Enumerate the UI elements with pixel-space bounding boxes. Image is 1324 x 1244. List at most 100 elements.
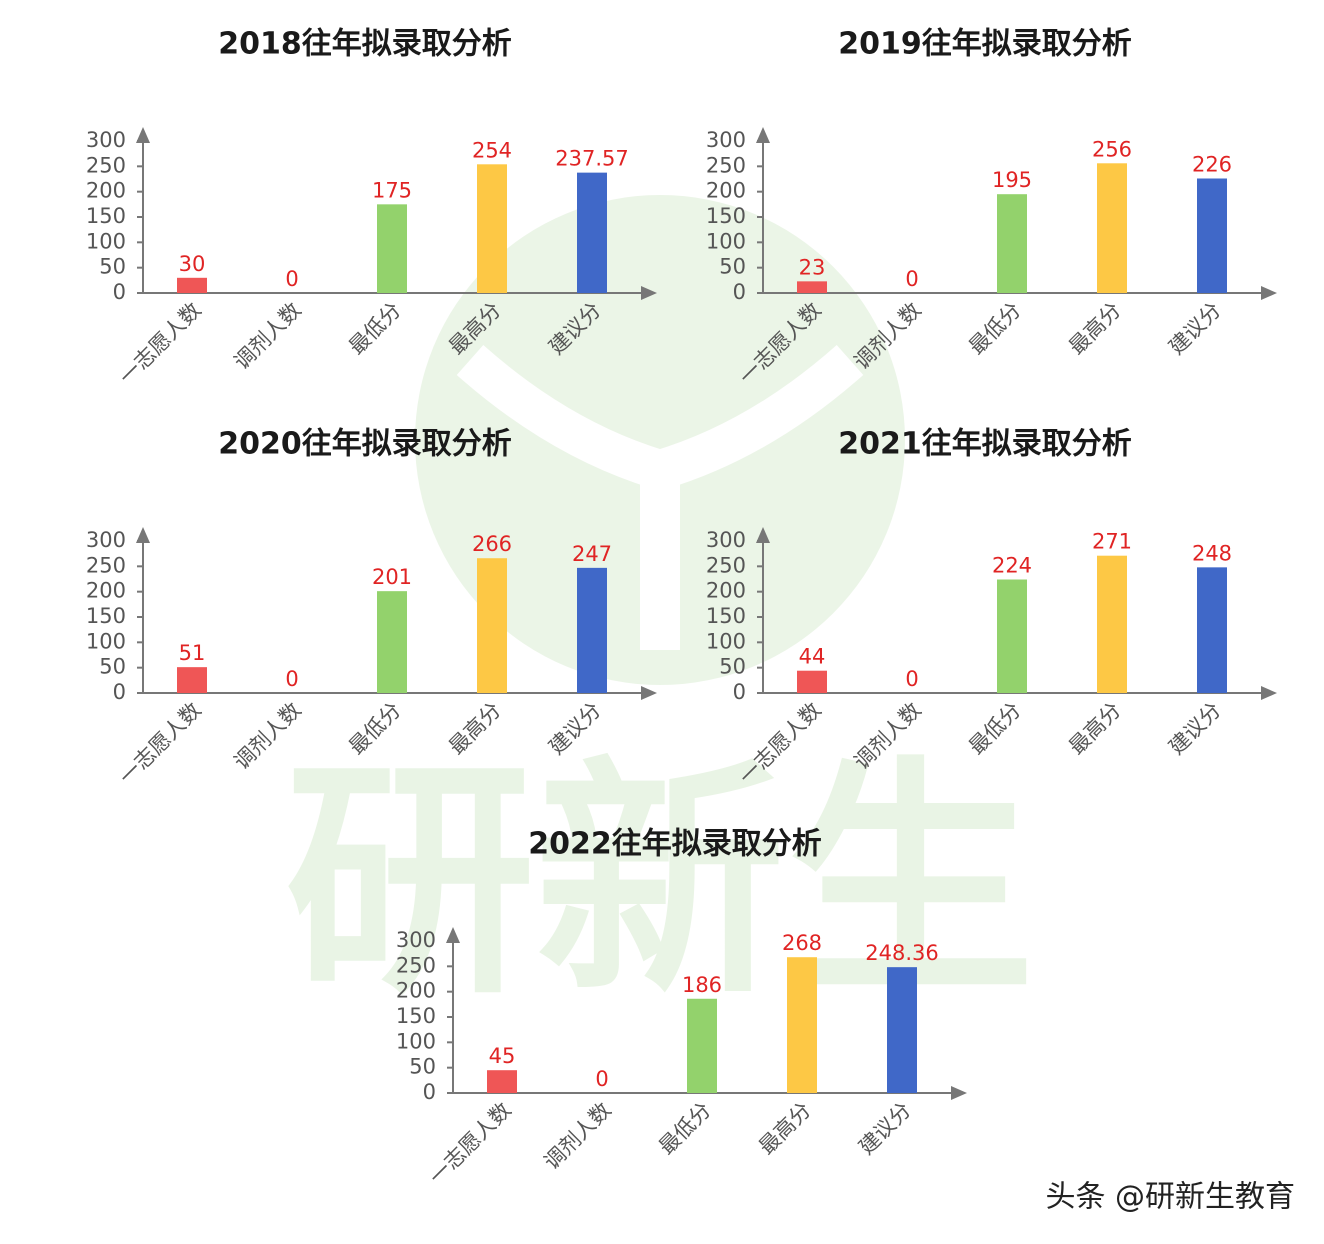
value-label: 44 <box>799 645 826 669</box>
value-label: 0 <box>595 1067 608 1091</box>
bar <box>1197 178 1227 293</box>
value-label: 0 <box>285 267 298 291</box>
y-tick-label: 300 <box>396 928 436 952</box>
bar <box>887 967 917 1093</box>
y-tick-label: 0 <box>113 280 126 304</box>
y-tick-label: 50 <box>719 655 746 679</box>
x-tick-label: 一志愿人数 <box>425 1098 516 1189</box>
chart-title: 2022往年拟录取分析 <box>528 827 822 862</box>
bar <box>1097 555 1127 693</box>
chart-title: 2020往年拟录取分析 <box>218 427 512 462</box>
y-tick-label: 150 <box>86 604 126 628</box>
value-label: 271 <box>1092 530 1132 554</box>
y-tick-label: 300 <box>706 528 746 552</box>
y-tick-label: 100 <box>86 229 126 253</box>
bar <box>177 667 207 693</box>
y-tick-label: 0 <box>423 1080 436 1104</box>
y-tick-label: 150 <box>706 204 746 228</box>
y-tick-label: 0 <box>113 680 126 704</box>
y-tick-label: 250 <box>86 153 126 177</box>
y-tick-label: 200 <box>706 179 746 203</box>
y-tick-label: 0 <box>733 680 746 704</box>
bar <box>577 172 607 293</box>
y-tick-label: 300 <box>706 128 746 152</box>
y-tick-label: 50 <box>99 655 126 679</box>
y-tick-label: 250 <box>396 953 436 977</box>
y-tick-label: 50 <box>719 255 746 279</box>
value-label: 186 <box>682 973 722 997</box>
y-tick-label: 0 <box>733 280 746 304</box>
value-label: 51 <box>179 641 206 665</box>
x-tick-label: 最高分 <box>754 1098 816 1160</box>
value-label: 195 <box>992 168 1032 192</box>
bar <box>1097 163 1127 293</box>
y-tick-label: 200 <box>706 579 746 603</box>
value-label: 0 <box>905 267 918 291</box>
value-label: 175 <box>372 178 412 202</box>
value-label: 226 <box>1192 152 1232 176</box>
value-label: 0 <box>285 667 298 691</box>
x-tick-label: 建议分 <box>1164 298 1226 360</box>
value-label: 248.36 <box>865 941 938 965</box>
value-label: 30 <box>179 252 206 276</box>
bar <box>577 567 607 693</box>
bar <box>177 277 207 293</box>
chart-title: 2018往年拟录取分析 <box>218 27 512 62</box>
y-tick-label: 100 <box>396 1029 436 1053</box>
value-label: 248 <box>1192 541 1232 565</box>
value-label: 224 <box>992 554 1032 578</box>
x-tick-label: 一志愿人数 <box>115 698 206 789</box>
footer: 头条 @研新生教育 <box>1045 1180 1295 1215</box>
y-tick-label: 150 <box>396 1004 436 1028</box>
x-tick-label: 建议分 <box>1164 698 1226 760</box>
value-label: 201 <box>372 565 412 589</box>
value-label: 247 <box>572 542 612 566</box>
y-tick-label: 100 <box>706 629 746 653</box>
x-tick-label: 调剂人数 <box>539 1098 615 1174</box>
y-tick-label: 250 <box>86 553 126 577</box>
x-tick-label: 最低分 <box>964 298 1026 360</box>
y-tick-label: 100 <box>706 229 746 253</box>
bar <box>787 957 817 1093</box>
y-tick-label: 300 <box>86 128 126 152</box>
bar <box>487 1070 517 1093</box>
x-tick-label: 建议分 <box>854 1098 916 1160</box>
chart-title: 2021往年拟录取分析 <box>838 427 1132 462</box>
chart-title: 2019往年拟录取分析 <box>838 27 1132 62</box>
watermark-logo <box>415 195 905 685</box>
y-tick-label: 250 <box>706 553 746 577</box>
y-tick-label: 300 <box>86 528 126 552</box>
bar <box>1197 567 1227 693</box>
value-label: 268 <box>782 931 822 955</box>
y-tick-label: 50 <box>409 1055 436 1079</box>
y-tick-label: 200 <box>86 579 126 603</box>
x-tick-label: 调剂人数 <box>229 298 305 374</box>
x-tick-label: 最高分 <box>1064 298 1126 360</box>
y-tick-label: 150 <box>706 604 746 628</box>
bar <box>797 670 827 693</box>
chart: 2018往年拟录取分析05010015020025030030一志愿人数0调剂人… <box>86 27 657 389</box>
value-label: 45 <box>489 1044 516 1068</box>
bar <box>377 591 407 693</box>
value-label: 256 <box>1092 137 1132 161</box>
y-tick-label: 200 <box>396 979 436 1003</box>
y-tick-label: 100 <box>86 629 126 653</box>
y-tick-label: 50 <box>99 255 126 279</box>
bar <box>687 998 717 1093</box>
bar <box>997 194 1027 293</box>
x-tick-label: 最高分 <box>1064 698 1126 760</box>
y-tick-label: 250 <box>706 153 746 177</box>
value-label: 237.57 <box>555 147 628 171</box>
bar <box>377 204 407 293</box>
chart: 2019往年拟录取分析05010015020025030023一志愿人数0调剂人… <box>706 27 1277 389</box>
bar <box>797 281 827 293</box>
x-tick-label: 一志愿人数 <box>115 298 206 389</box>
value-label: 266 <box>472 532 512 556</box>
value-label: 23 <box>799 255 826 279</box>
bar <box>477 558 507 693</box>
value-label: 254 <box>472 138 512 162</box>
x-tick-label: 最低分 <box>654 1098 716 1160</box>
bar <box>997 579 1027 693</box>
x-tick-label: 最低分 <box>344 298 406 360</box>
